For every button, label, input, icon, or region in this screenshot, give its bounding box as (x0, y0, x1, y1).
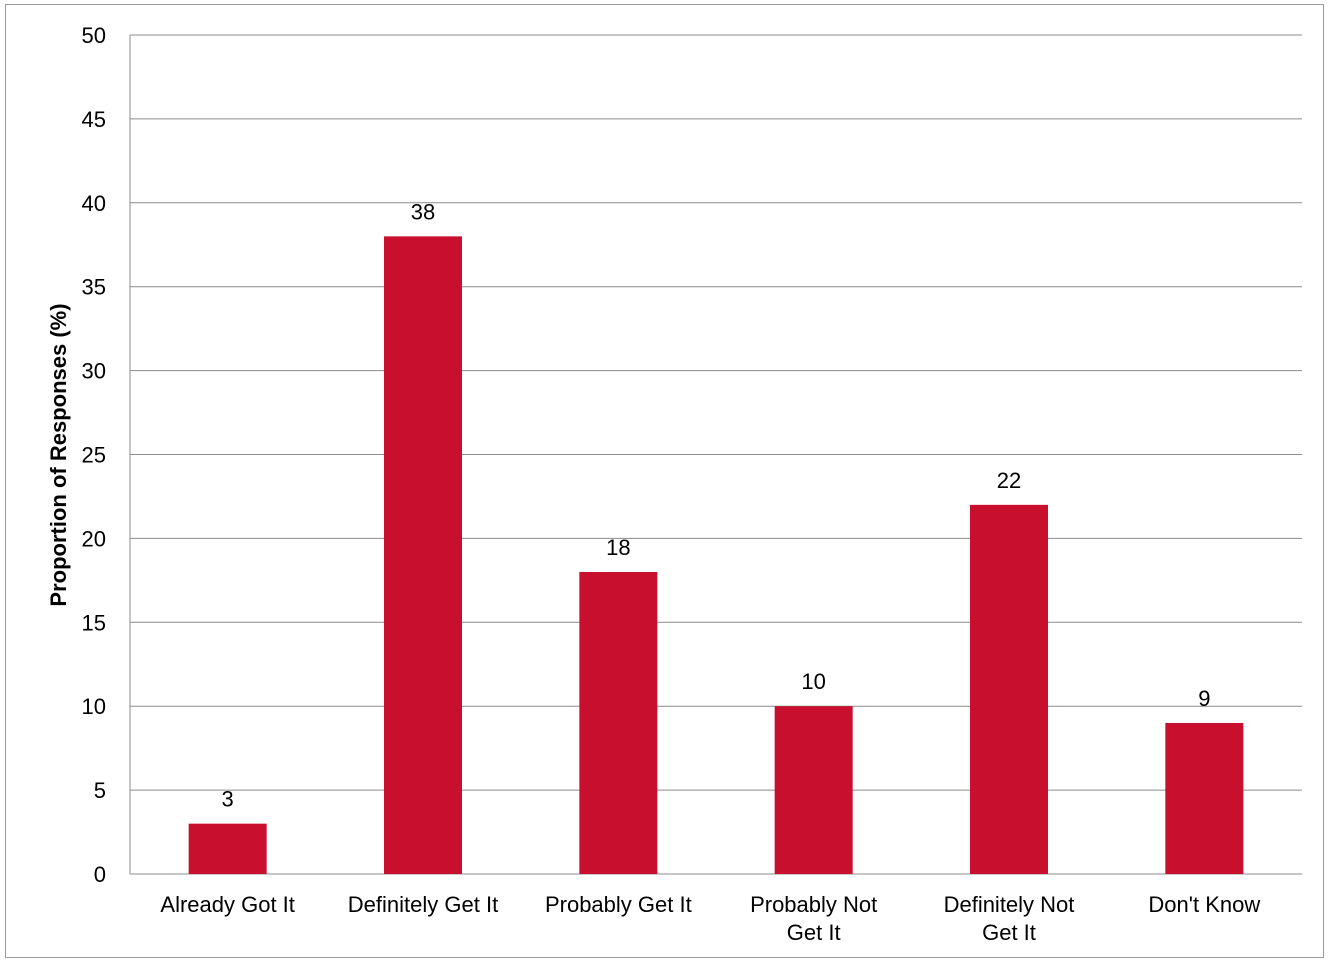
data-label-2: 18 (606, 535, 630, 560)
x-tick-label-2: Probably Get It (545, 892, 692, 917)
x-tick-label-2-line-0: Probably Get It (545, 892, 692, 917)
y-tick-label-25: 25 (82, 443, 106, 468)
y-tick-label-40: 40 (82, 191, 106, 216)
x-tick-label-4-line-1: Get It (982, 920, 1036, 945)
x-tick-label-5-line-0: Don't Know (1148, 892, 1260, 917)
gridlines (129, 34, 1302, 875)
bars (188, 236, 1244, 875)
bar-5 (1165, 722, 1244, 874)
y-tick-label-15: 15 (82, 610, 106, 635)
bar-2 (579, 571, 658, 874)
bar-1 (384, 236, 462, 875)
y-tick-label-35: 35 (82, 275, 106, 300)
y-axis-title: Proportion of Responses (%) (46, 303, 71, 606)
x-tick-label-5: Don't Know (1148, 892, 1260, 917)
data-label-1: 38 (411, 199, 435, 224)
x-tick-label-1: Definitely Get It (348, 892, 498, 917)
y-tick-label-5: 5 (94, 778, 106, 803)
bar-3 (774, 706, 853, 874)
data-label-4: 22 (997, 468, 1021, 493)
y-tick-label-0: 0 (94, 862, 106, 887)
y-tick-label-20: 20 (82, 526, 106, 551)
data-label-5: 9 (1198, 686, 1210, 711)
y-tick-label-30: 30 (82, 359, 106, 384)
y-tick-label-10: 10 (82, 694, 106, 719)
x-tick-label-4: Definitely Not Get It (944, 892, 1075, 945)
x-tick-labels: Already Got It Definitely Get It Probably … (160, 892, 1260, 945)
y-tick-label-45: 45 (82, 107, 106, 132)
x-tick-label-0-line-0: Already Got It (160, 892, 295, 917)
x-tick-label-0: Already Got It (160, 892, 295, 917)
bar-0 (188, 823, 267, 874)
x-tick-label-3-line-0: Probably Not (750, 892, 877, 917)
x-tick-label-1-line-0: Definitely Get It (348, 892, 498, 917)
chart-frame (5, 4, 1324, 958)
x-tick-label-4-line-0: Definitely Not (944, 892, 1075, 917)
data-label-0: 3 (222, 787, 234, 812)
data-label-3: 10 (801, 669, 825, 694)
data-labels: 3 38 18 10 22 9 (222, 199, 1211, 811)
y-tick-labels: 0 5 10 15 20 25 30 35 40 45 50 (82, 23, 106, 887)
x-tick-label-3-line-1: Get It (787, 920, 841, 945)
y-tick-label-50: 50 (82, 23, 106, 48)
x-tick-label-3: Probably Not Get It (750, 892, 877, 945)
bar-4 (970, 504, 1048, 874)
